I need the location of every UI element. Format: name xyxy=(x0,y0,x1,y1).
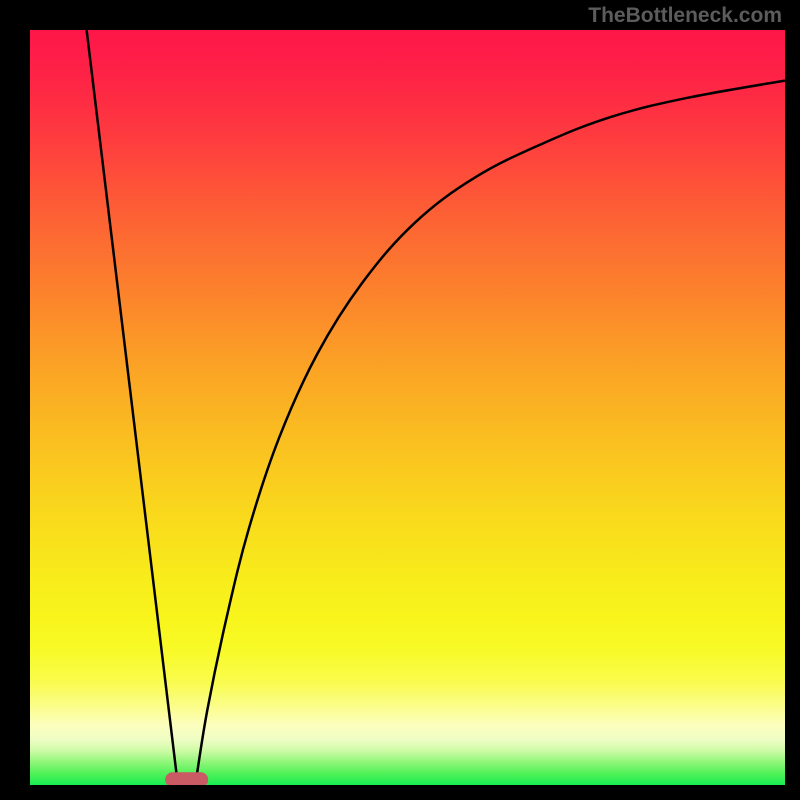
chart-container: TheBottleneck.com xyxy=(0,0,800,800)
plot-area xyxy=(30,30,785,785)
minimum-marker xyxy=(166,773,208,785)
right-ascending-curve xyxy=(196,81,785,780)
curve-layer xyxy=(30,30,785,785)
watermark-text: TheBottleneck.com xyxy=(588,4,782,28)
left-descending-line xyxy=(87,30,178,780)
